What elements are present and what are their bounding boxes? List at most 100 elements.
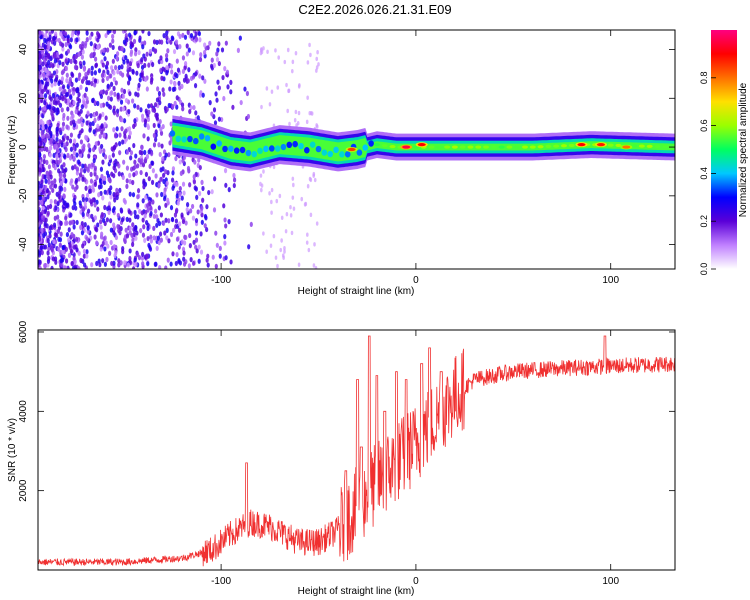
noise-speck	[42, 153, 46, 160]
noise-speck	[84, 134, 88, 141]
noise-speck	[231, 104, 235, 110]
noise-speck	[115, 55, 119, 61]
noise-speck	[111, 152, 115, 158]
noise-speck	[78, 148, 82, 155]
noise-speck	[105, 75, 110, 82]
noise-speck	[194, 217, 199, 224]
noise-speck	[136, 92, 140, 98]
y-tick-label: 6000	[18, 320, 29, 343]
noise-speck	[104, 32, 108, 39]
noise-speck	[65, 124, 69, 130]
noise-speck	[148, 163, 152, 169]
noise-speck	[78, 200, 82, 206]
noise-speck	[104, 90, 109, 96]
ridge-blob	[436, 145, 443, 149]
noise-speck	[232, 177, 237, 183]
noise-speck	[148, 48, 152, 55]
noise-speck	[130, 42, 134, 48]
noise-speck	[110, 171, 114, 177]
noise-speck	[147, 176, 151, 182]
noise-speck	[136, 188, 141, 194]
noise-speck	[117, 262, 121, 268]
noise-speck	[80, 104, 84, 110]
noise-speck	[59, 41, 63, 47]
noise-speck	[283, 249, 286, 254]
noise-speck	[103, 175, 107, 182]
noise-speck	[57, 100, 61, 106]
noise-speck	[309, 177, 313, 183]
noise-speck	[128, 225, 132, 232]
noise-speck	[203, 78, 207, 84]
noise-speck	[146, 235, 150, 242]
noise-speck	[227, 219, 231, 225]
noise-speck	[67, 88, 72, 94]
noise-speck	[38, 100, 41, 106]
noise-speck	[50, 82, 54, 88]
noise-speck	[121, 249, 125, 255]
noise-speck	[194, 36, 198, 43]
noise-speck	[203, 223, 207, 229]
noise-speck	[291, 195, 295, 200]
ridge-blob	[257, 147, 263, 155]
ridge-blob	[553, 144, 560, 148]
snr-series-line	[38, 335, 675, 567]
noise-speck	[135, 70, 139, 76]
noise-speck	[146, 222, 150, 228]
noise-speck	[93, 215, 97, 221]
noise-speck	[40, 130, 44, 136]
noise-speck	[95, 174, 99, 181]
noise-speck	[38, 190, 41, 197]
noise-speck	[316, 49, 319, 55]
noise-speck	[96, 123, 100, 129]
noise-speck	[114, 65, 118, 71]
noise-speck	[77, 118, 81, 124]
noise-speck	[72, 55, 76, 61]
colorbar-ticks: 0.0 0.2 0.4 0.6 0.8	[699, 72, 716, 275]
noise-speck	[132, 142, 136, 149]
noise-speck	[193, 83, 198, 89]
noise-speck	[64, 215, 68, 221]
ridge-blob	[381, 143, 388, 148]
noise-speck	[40, 199, 44, 206]
noise-speck	[127, 209, 131, 215]
noise-speck	[178, 33, 182, 40]
noise-speck	[95, 240, 99, 246]
noise-speck	[205, 226, 209, 233]
noise-speck	[159, 55, 163, 61]
noise-speck	[172, 48, 177, 55]
noise-speck	[43, 100, 47, 106]
noise-speck	[146, 123, 150, 129]
noise-speck	[81, 211, 85, 217]
noise-speck	[111, 207, 115, 214]
noise-speck	[182, 77, 187, 83]
noise-speck	[223, 240, 227, 246]
noise-speck	[239, 99, 243, 106]
noise-speck	[93, 78, 98, 84]
noise-speck	[183, 240, 187, 246]
noise-speck	[137, 82, 141, 88]
noise-speck	[142, 53, 146, 59]
snr-y-axis-label: SNR (10 * v/v)	[7, 418, 18, 482]
noise-speck	[185, 207, 189, 213]
noise-speck	[178, 260, 183, 266]
noise-speck	[48, 129, 52, 135]
noise-speck	[46, 41, 51, 47]
noise-speck	[57, 168, 61, 174]
noise-speck	[203, 42, 207, 48]
noise-speck	[159, 130, 164, 136]
noise-speck	[199, 231, 203, 237]
noise-speck	[63, 31, 68, 37]
noise-speck	[120, 46, 125, 52]
ridge-blob	[251, 150, 258, 158]
noise-speck	[128, 248, 132, 254]
noise-speck	[50, 78, 54, 84]
noise-speck	[198, 73, 202, 79]
noise-speck	[136, 63, 140, 69]
noise-speck	[55, 131, 59, 137]
ridge-blob	[339, 151, 345, 158]
noise-speck	[40, 227, 44, 233]
noise-speck	[113, 252, 117, 259]
noise-speck	[89, 113, 93, 119]
noise-speck	[46, 250, 50, 256]
noise-speck	[60, 142, 64, 148]
